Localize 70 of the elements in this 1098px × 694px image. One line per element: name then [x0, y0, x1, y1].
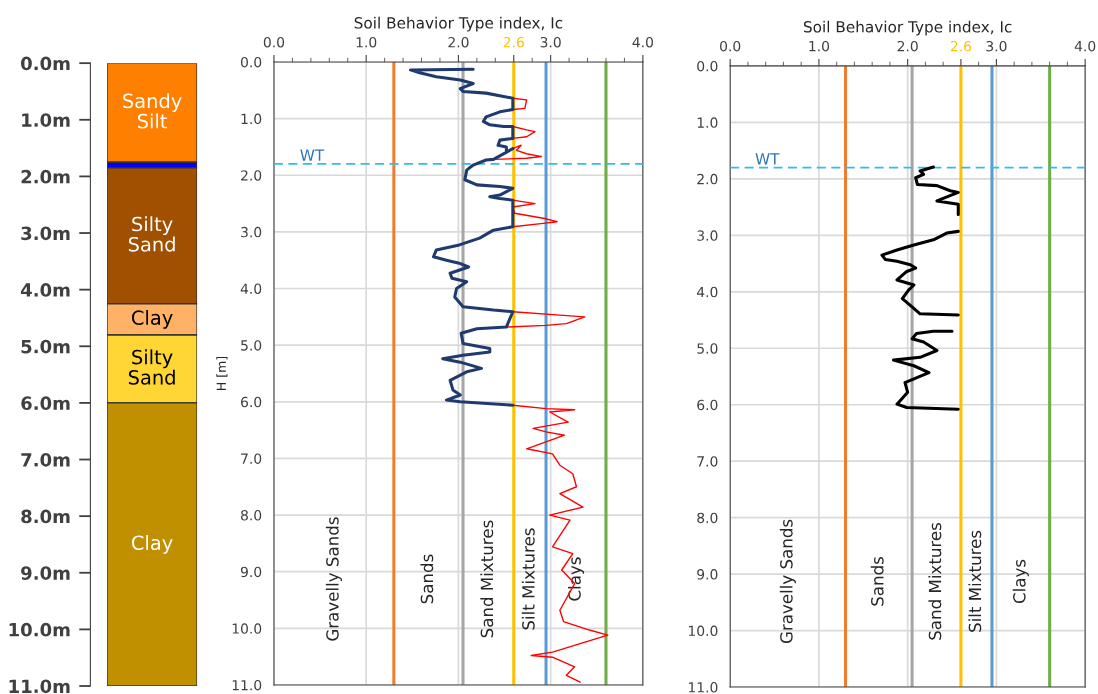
x-tick-label: 2.0	[448, 36, 469, 48]
y-tick-label: 11.0m	[9, 679, 70, 694]
x-tick-label: 2.6	[950, 40, 972, 52]
series-label: Sandy Silt	[123, 93, 182, 129]
y-tick-label: 0.0	[697, 60, 718, 72]
y-tick-label: 6.0m	[21, 396, 70, 411]
y-tick-label: 6.0	[697, 399, 718, 411]
y-tick-label: 10.0	[688, 625, 718, 637]
y-tick-label: 1.0m	[22, 113, 70, 127]
x-tick-label: 1.0	[809, 40, 830, 52]
y-tick-label: 5.0	[697, 343, 718, 354]
y-tick-label: 8.0m	[21, 509, 70, 524]
y-tick-label: 3.0m	[21, 226, 70, 241]
x-tick-label: 3.0	[986, 40, 1007, 52]
ref-line-label: WT	[300, 149, 325, 161]
y-tick-label: 1.0	[697, 117, 718, 128]
y-tick-label: 11.0	[688, 682, 718, 693]
y-tick-label: 1.0	[241, 113, 262, 125]
y-tick-label: 4.0	[240, 283, 262, 294]
y-axis-title: H [m]	[216, 356, 228, 390]
y-tick-label: 8.0	[241, 510, 262, 521]
y-tick-label: 2.0	[241, 170, 262, 181]
annotation: Sands	[420, 554, 434, 604]
y-tick-label: 5.0m	[21, 339, 70, 354]
y-tick-label: 8.0	[697, 512, 718, 524]
y-tick-label: 10.0m	[9, 622, 70, 637]
annotation: Clays	[1012, 559, 1029, 604]
series-label: Clay	[131, 309, 173, 329]
y-tick-label: 11.0	[232, 679, 262, 691]
y-tick-label: 9.0m	[21, 566, 70, 580]
ref-line-label: WT	[755, 153, 780, 165]
x-tick-label: 1.0	[356, 36, 377, 48]
annotation: Silt Mixtures	[968, 530, 982, 632]
bar	[107, 63, 198, 163]
x-tick-label: 2.0	[897, 40, 918, 52]
y-tick-label: 4.0	[696, 286, 718, 298]
y-tick-label: 7.0	[697, 456, 718, 467]
x-tick-label: 4.0	[632, 36, 653, 48]
y-tick-label: 4.0m	[20, 283, 70, 297]
x-tick-label: 0.0	[720, 40, 741, 52]
y-tick-label: 6.0	[241, 396, 262, 408]
annotation: Silt Mixtures	[521, 528, 535, 630]
x-tick-label: 0.0	[263, 36, 285, 48]
y-tick-label: 9.0	[697, 569, 718, 580]
y-tick-label: 0.0m	[21, 56, 70, 71]
series-label: Clay	[131, 535, 173, 554]
x-tick-label: 4.0	[1074, 40, 1096, 52]
x-tick-label: 3.0	[540, 36, 561, 48]
line-series	[408, 67, 515, 407]
x-axis-title: Soil Behavior Type index, Ic	[803, 20, 1012, 36]
y-tick-label: 7.0m	[21, 452, 70, 467]
annotation: Clays	[567, 557, 585, 601]
annotation: Sand Mixtures	[928, 522, 942, 640]
y-tick-label: 9.0	[240, 566, 262, 578]
x-axis-title: Soil Behavior Type index, Ic	[354, 16, 563, 32]
annotation: Sand Mixtures	[480, 520, 494, 638]
series-label: Silty Sand	[128, 349, 175, 385]
y-tick-label: 10.0	[232, 623, 262, 634]
y-tick-label: 5.0	[241, 340, 262, 351]
annotation: Sands	[870, 556, 884, 606]
x-tick-label: 2.6	[503, 36, 524, 48]
annotation: Gravelly Sands	[325, 517, 342, 641]
y-tick-label: 0.0	[240, 56, 262, 68]
y-tick-label: 3.0	[697, 230, 718, 241]
series-label: Silty Sand	[128, 216, 175, 252]
y-tick-label: 2.0	[697, 173, 718, 185]
y-tick-label: 7.0	[241, 453, 262, 464]
y-tick-label: 2.0m	[21, 169, 70, 184]
y-tick-label: 3.0	[241, 226, 262, 238]
annotation: Gravelly Sands	[779, 519, 796, 644]
